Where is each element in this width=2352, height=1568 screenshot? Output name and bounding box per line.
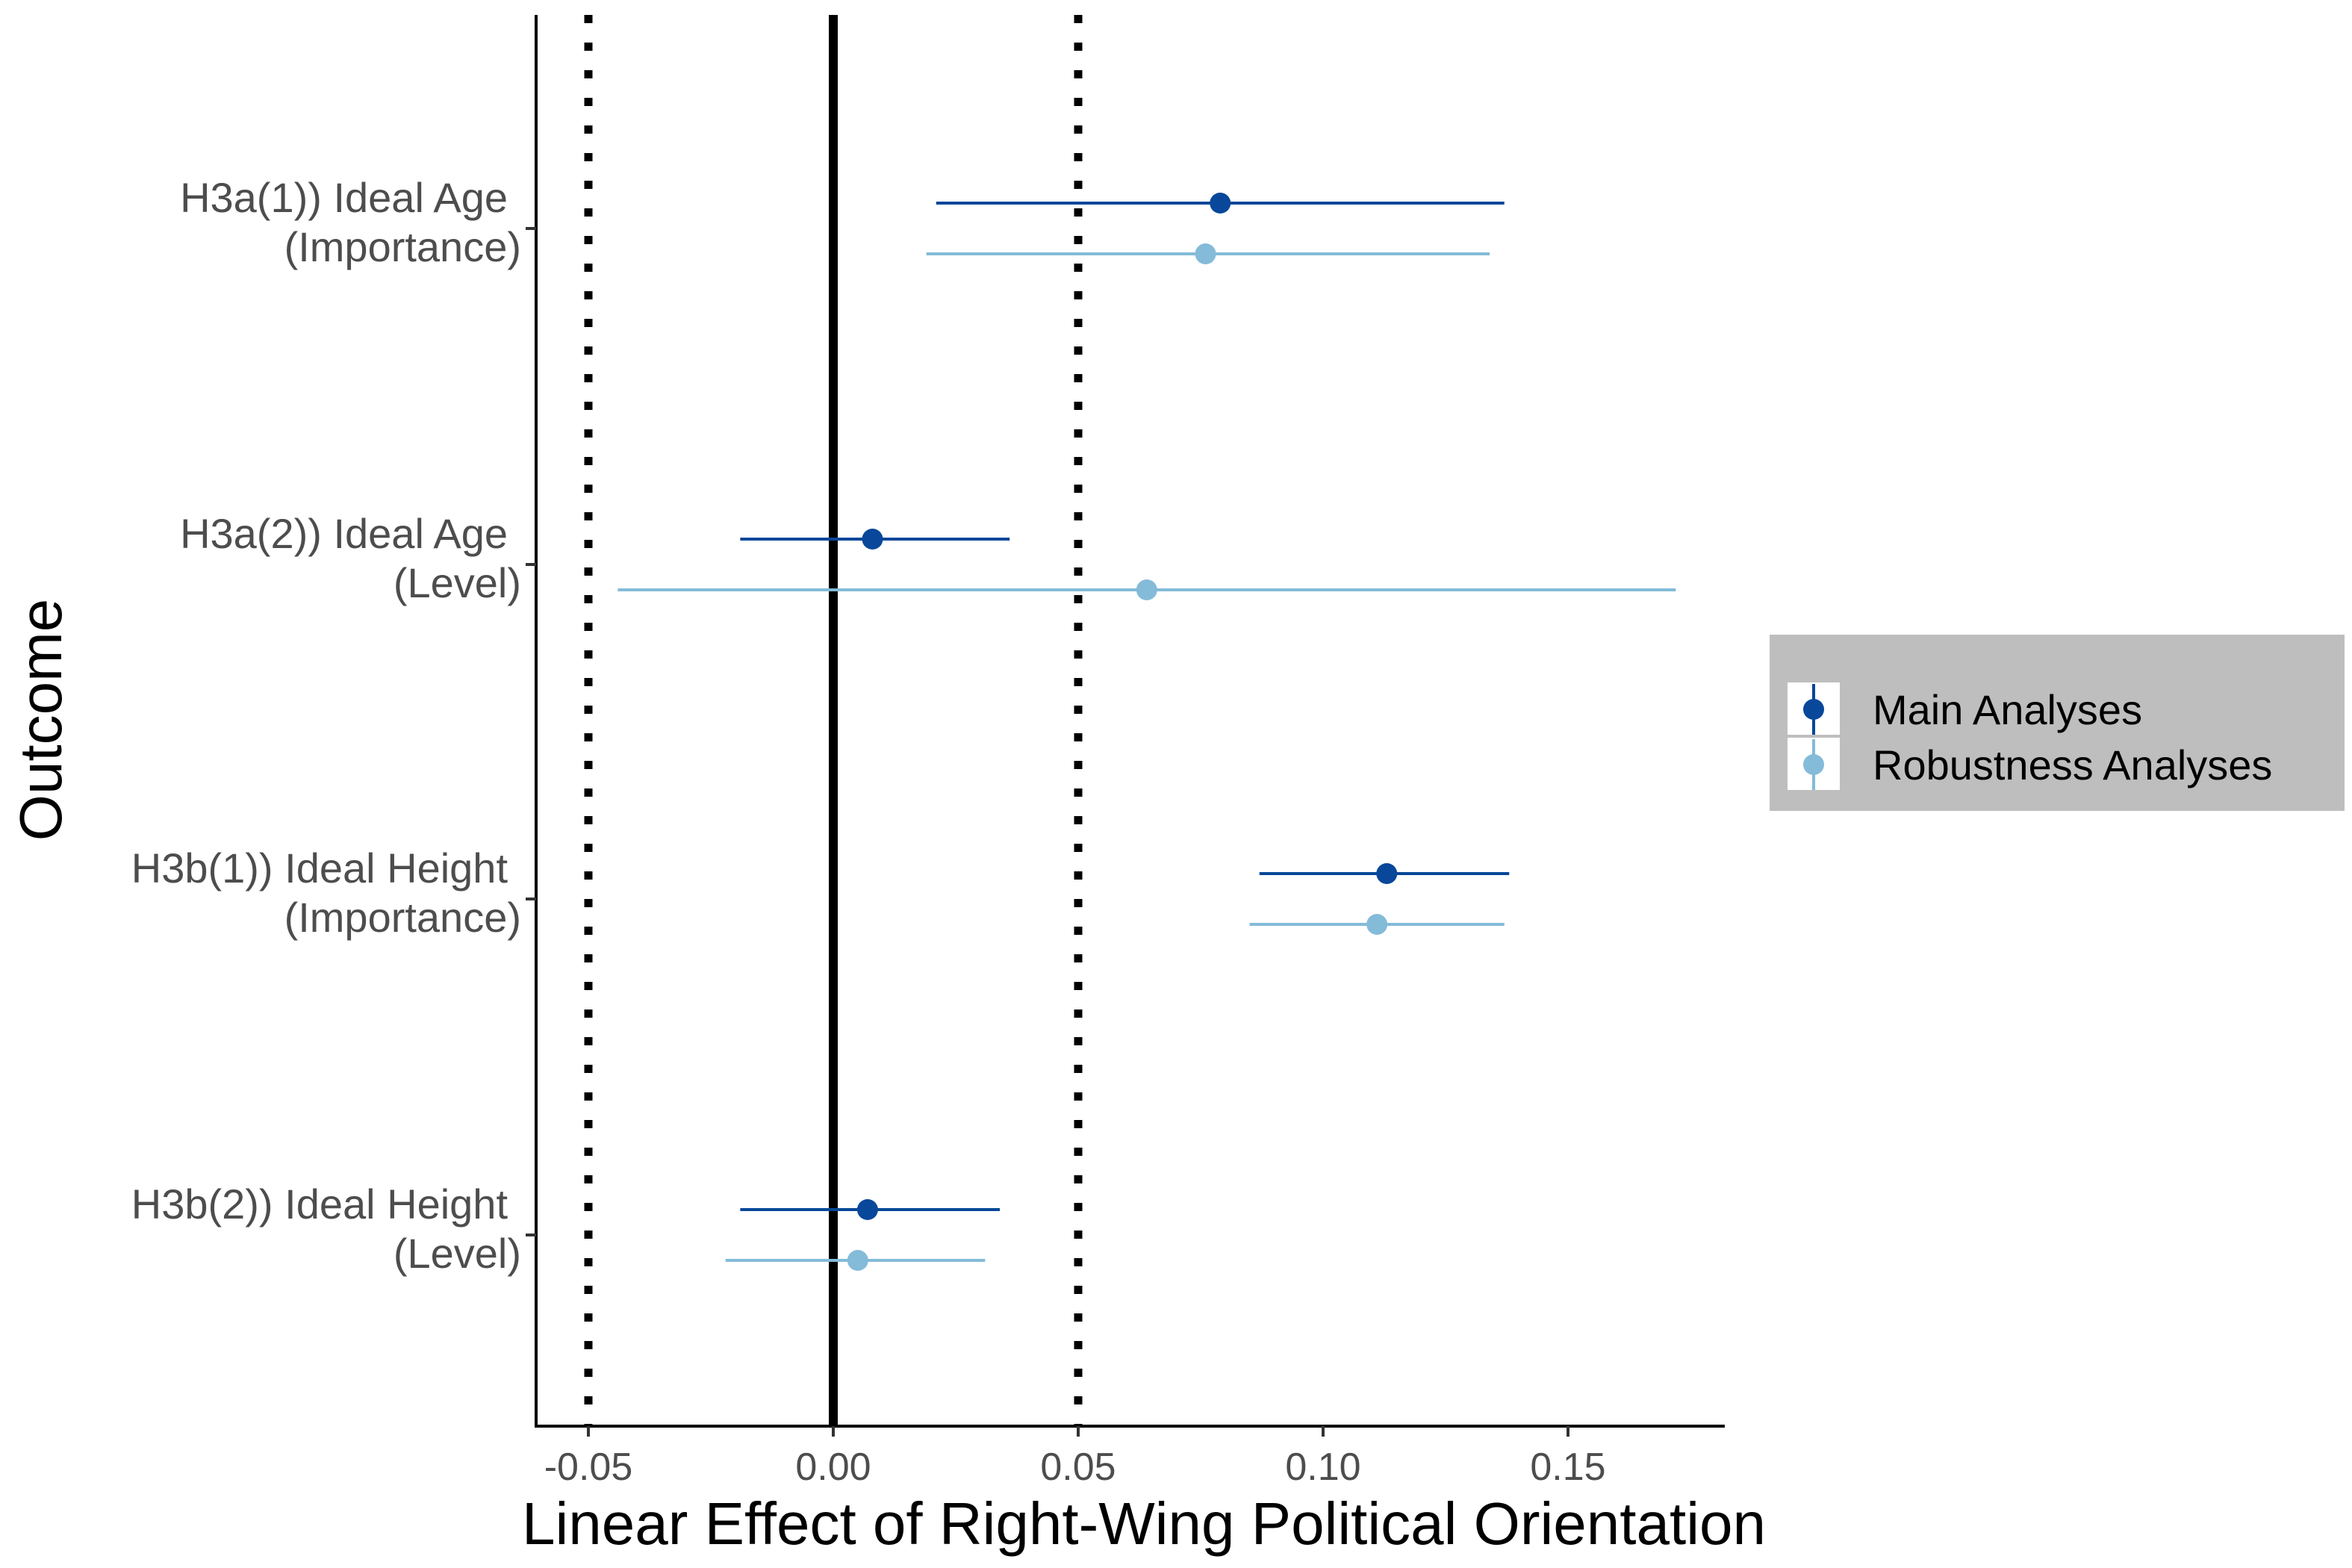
y-category-label-line1: H3a(2)) Ideal Age: [180, 510, 508, 557]
series-layer: [617, 193, 1676, 1271]
point-estimate: [847, 1250, 868, 1271]
reference-lines: [584, 15, 1083, 1426]
y-tick-labels: H3a(1)) Ideal Age(Importance)H3a(2)) Ide…: [131, 174, 521, 1277]
y-category-label-line2: (Importance): [284, 894, 521, 941]
axes: [526, 15, 1725, 1437]
point-estimate: [856, 1199, 878, 1220]
x-tick-label: 0.00: [795, 1446, 871, 1489]
y-category-label-line1: H3b(1)) Ideal Height: [131, 844, 508, 892]
y-category-label-line2: (Level): [393, 559, 521, 606]
point-estimate: [1366, 914, 1388, 935]
x-tick-label: -0.05: [544, 1446, 633, 1489]
legend-background: [1770, 635, 2345, 811]
x-tick-label: 0.05: [1040, 1446, 1116, 1489]
point-estimate: [1376, 863, 1398, 884]
x-axis-title: Linear Effect of Right-Wing Political Or…: [522, 1490, 1766, 1557]
legend-label: Main Analyses: [1873, 686, 2142, 733]
y-category-label-line1: H3b(2)) Ideal Height: [131, 1180, 508, 1228]
point-estimate: [1136, 579, 1157, 600]
point-estimate: [1195, 243, 1216, 264]
x-tick-label: 0.10: [1285, 1446, 1360, 1489]
y-category-label-line1: H3a(1)) Ideal Age: [180, 174, 508, 221]
y-axis-title: Outcome: [7, 599, 74, 841]
y-category-label-line2: (Importance): [284, 223, 521, 270]
legend-key-point: [1803, 699, 1824, 720]
point-estimate: [1210, 193, 1231, 214]
x-tick-labels: -0.05 0.00 0.05 0.10 0.15: [544, 1446, 1606, 1489]
legend: Main Analyses Robustness Analyses: [1770, 635, 2345, 811]
y-category-label-line2: (Level): [393, 1230, 521, 1277]
point-estimate: [862, 529, 883, 550]
legend-label: Robustness Analyses: [1873, 741, 2272, 788]
legend-key-point: [1803, 754, 1824, 775]
x-tick-label: 0.15: [1530, 1446, 1605, 1489]
